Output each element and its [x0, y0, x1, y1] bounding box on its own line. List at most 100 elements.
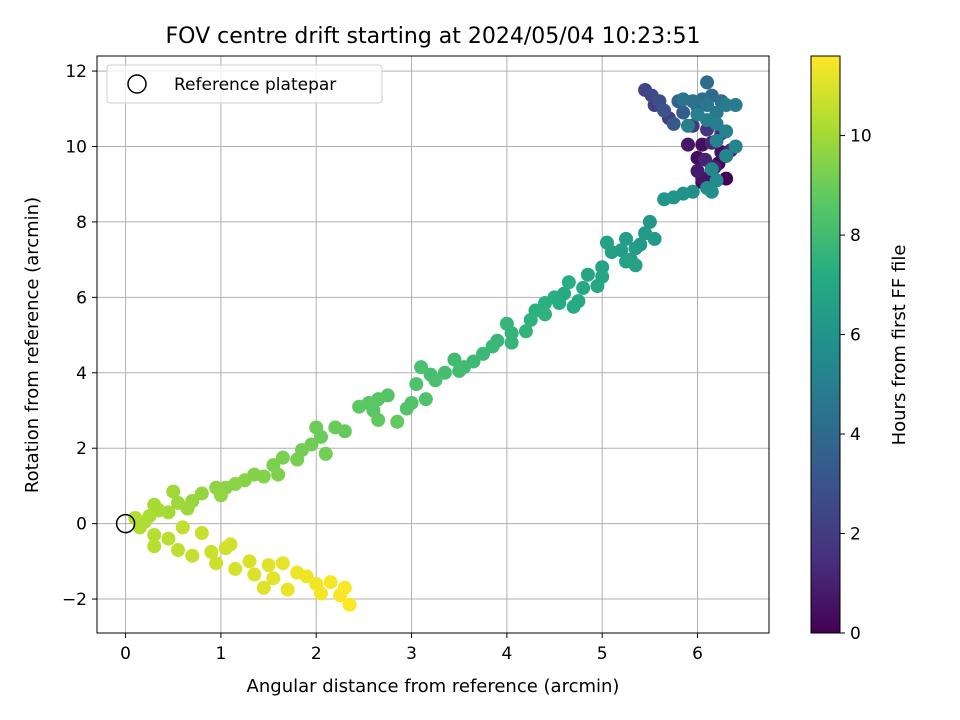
y-tick-label: 8: [76, 213, 87, 233]
data-point: [147, 497, 162, 512]
data-point: [628, 241, 643, 256]
colorbar-tick-label: 10: [850, 127, 872, 147]
y-tick-label: 10: [65, 138, 87, 158]
legend: Reference platepar: [106, 64, 383, 104]
data-point: [676, 105, 691, 120]
data-point: [209, 556, 224, 571]
data-point: [504, 335, 519, 350]
data-point: [619, 254, 634, 269]
x-tick-label: 0: [120, 644, 131, 664]
data-point: [309, 420, 324, 435]
colorbar-tick-label: 8: [850, 226, 861, 246]
x-tick-label: 3: [406, 644, 417, 664]
data-point: [204, 544, 219, 559]
legend-label: Reference platepar: [174, 75, 336, 95]
data-point: [318, 446, 333, 461]
data-point: [418, 392, 433, 407]
data-point: [261, 558, 276, 573]
data-point: [147, 539, 162, 554]
colorbar-ticks: 0 2 4 6 8 10: [840, 127, 872, 644]
data-point: [576, 280, 591, 295]
data-point: [657, 103, 672, 118]
reference-platepar-marker: [115, 513, 136, 534]
data-point: [657, 192, 672, 207]
data-point: [709, 173, 724, 188]
data-point: [128, 510, 143, 525]
data-point: [485, 339, 500, 354]
data-point: [266, 571, 281, 586]
data-point: [452, 363, 467, 378]
data-points: [128, 75, 743, 612]
data-point: [194, 486, 209, 501]
data-point: [223, 537, 238, 552]
colorbar-tick-label: 2: [850, 525, 861, 545]
data-point: [666, 116, 681, 131]
y-axis-label: Rotation from reference (arcmin): [22, 197, 43, 493]
data-point: [414, 360, 429, 375]
chart-title: FOV centre drift starting at 2024/05/04 …: [166, 24, 701, 49]
data-point: [728, 139, 743, 154]
data-point: [314, 586, 328, 601]
data-point: [700, 75, 715, 90]
data-point: [719, 124, 734, 139]
data-point: [476, 346, 491, 361]
data-point: [337, 580, 352, 595]
x-axis-ticks: 0 1 2 3 4 5 6: [120, 633, 703, 664]
data-point: [719, 148, 734, 163]
x-axis-label: Angular distance from reference (arcmin): [247, 676, 620, 697]
data-point: [704, 184, 719, 199]
data-point: [323, 575, 338, 590]
data-point: [709, 105, 724, 120]
data-point: [538, 307, 552, 322]
data-point: [518, 324, 533, 339]
data-point: [680, 137, 695, 152]
data-point: [242, 554, 257, 569]
y-tick-label: 6: [76, 288, 87, 308]
data-point: [228, 561, 243, 576]
data-point: [175, 520, 190, 535]
x-tick-label: 4: [501, 644, 512, 664]
data-point: [275, 450, 290, 465]
y-axis-ticks: −2 0 2 4 6 8 10 12: [62, 62, 97, 610]
data-point: [523, 312, 538, 327]
data-point: [247, 567, 262, 582]
y-tick-label: −2: [62, 590, 87, 610]
data-point: [171, 495, 186, 510]
data-point: [704, 162, 719, 177]
data-point: [290, 452, 305, 467]
y-tick-label: 4: [76, 364, 87, 384]
data-point: [566, 299, 581, 314]
data-point: [328, 420, 343, 435]
data-point: [271, 467, 286, 482]
data-point: [437, 365, 452, 380]
data-point: [428, 373, 443, 388]
x-tick-label: 5: [597, 644, 608, 664]
data-point: [352, 399, 367, 414]
plot-frame: [96, 55, 770, 634]
data-point: [728, 98, 743, 113]
y-tick-label: 12: [65, 62, 87, 82]
data-point: [194, 526, 209, 541]
data-point: [642, 214, 657, 229]
y-tick-label: 0: [76, 515, 87, 535]
data-point: [561, 275, 576, 290]
data-point: [676, 92, 691, 107]
colorbar-tick-label: 0: [850, 624, 861, 644]
data-point: [409, 377, 424, 392]
data-point: [580, 267, 595, 282]
data-point: [680, 118, 695, 133]
data-point: [447, 352, 462, 367]
data-point: [147, 527, 162, 542]
data-point: [275, 556, 290, 571]
y-tick-label: 2: [76, 439, 87, 459]
data-point: [171, 543, 186, 558]
data-point: [280, 582, 295, 597]
data-point: [538, 296, 552, 311]
data-point: [619, 231, 634, 246]
data-point: [690, 164, 705, 179]
x-tick-label: 6: [692, 644, 703, 664]
data-point: [161, 531, 176, 546]
colorbar-label: Hours from first FF file: [889, 245, 910, 446]
data-point: [399, 401, 414, 416]
